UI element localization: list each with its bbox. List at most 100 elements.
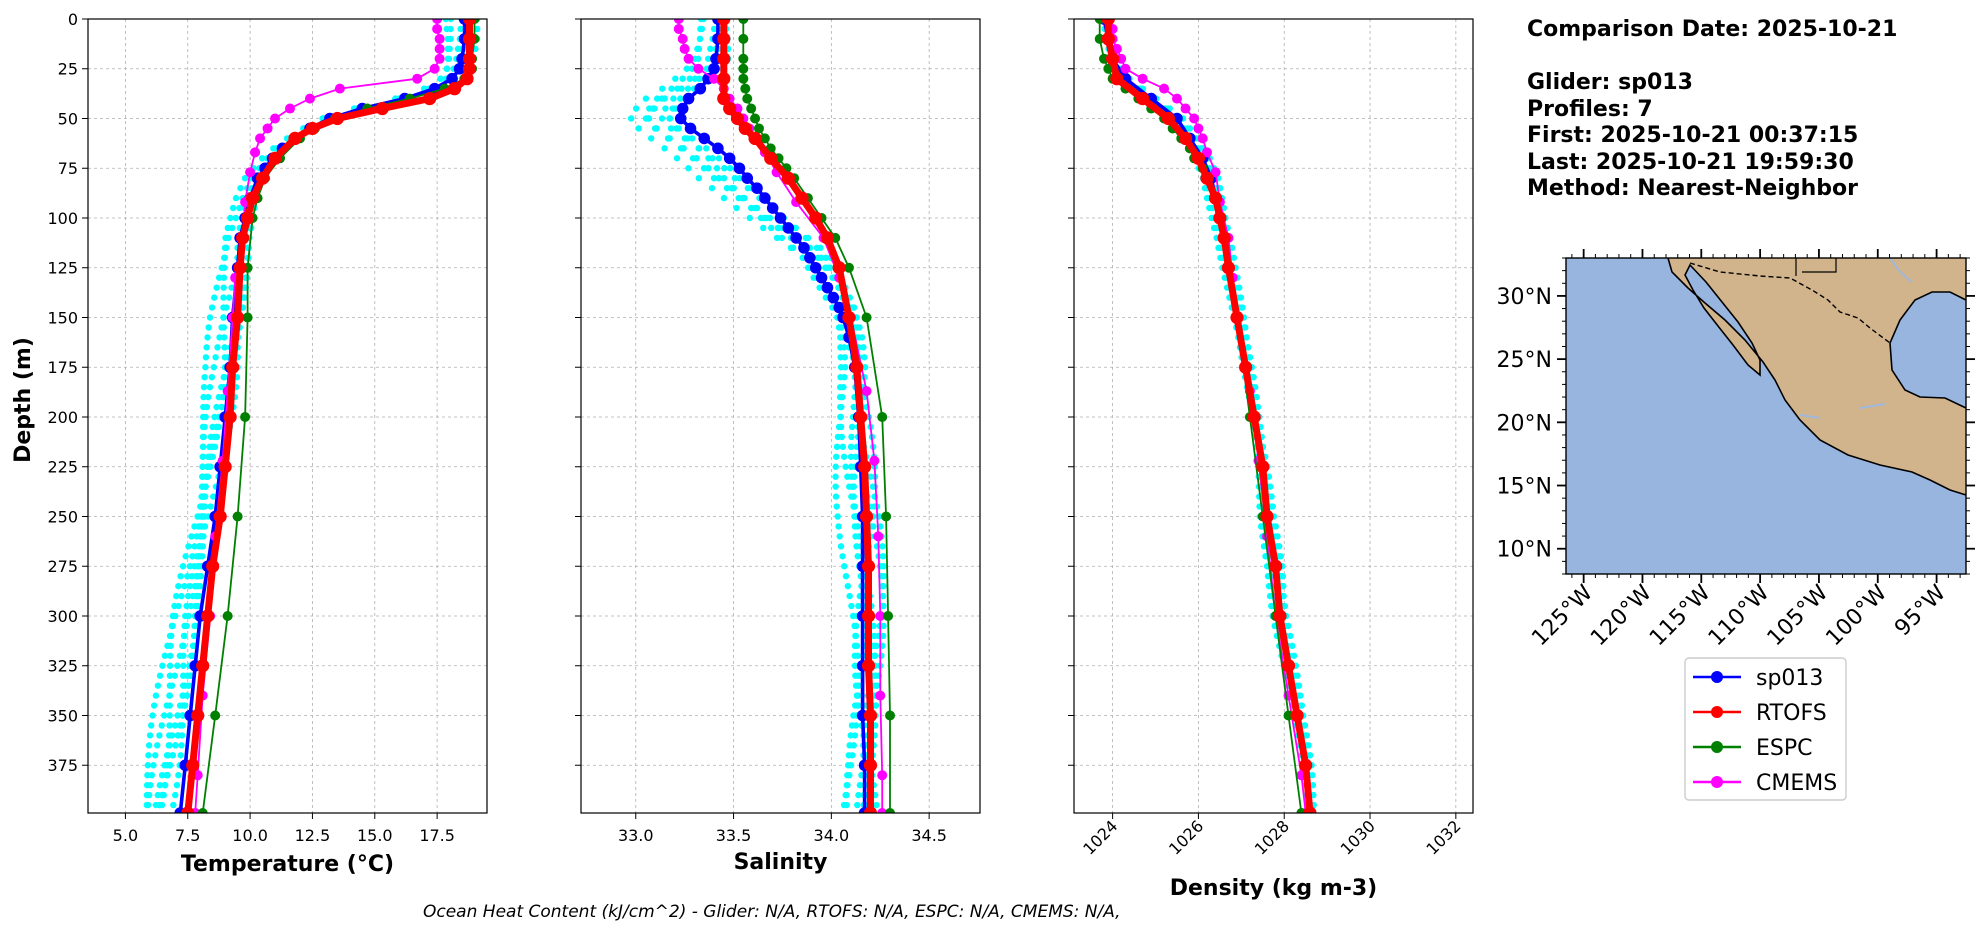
glider-profile-point bbox=[182, 612, 189, 620]
glider-profile-point bbox=[680, 145, 687, 152]
glider-profile-point bbox=[193, 553, 200, 560]
data-point-cmems bbox=[683, 53, 694, 64]
glider-profile-point bbox=[200, 393, 207, 401]
glider-profile-point bbox=[695, 75, 703, 82]
data-point-rtofs bbox=[809, 211, 823, 225]
panel-1: 0 25 50 75 100 125 150 175 200 225 250 275 300 325 350… bbox=[47, 10, 488, 877]
data-point-cmems bbox=[1171, 93, 1182, 104]
glider-profile-point bbox=[144, 771, 151, 779]
x-tick-label: 5.0 bbox=[113, 826, 138, 845]
glider-profile-point bbox=[844, 582, 852, 590]
series-rtofs bbox=[181, 19, 477, 813]
data-point-cmems bbox=[1197, 133, 1208, 144]
data-point-rtofs bbox=[717, 72, 731, 86]
glider-profile-point bbox=[178, 592, 185, 600]
glider-profile-point bbox=[1290, 652, 1298, 659]
data-point-espc bbox=[742, 93, 753, 104]
legend-marker bbox=[1711, 706, 1723, 718]
glider-profile-point bbox=[841, 354, 849, 361]
map-frame bbox=[1565, 257, 1967, 575]
glider-profile-point bbox=[169, 732, 176, 739]
glider-profile-point bbox=[221, 254, 228, 261]
glider-profile-point bbox=[166, 762, 174, 769]
glider-profile-point bbox=[225, 294, 233, 301]
glider-profile-point bbox=[693, 155, 700, 162]
data-point-rtofs bbox=[738, 121, 752, 136]
glider-profile-point bbox=[201, 523, 209, 530]
glider-profile-point bbox=[179, 712, 187, 719]
y-axis-title: Depth (m) bbox=[11, 337, 36, 463]
glider-profile-point bbox=[181, 582, 188, 590]
data-point-sp013 bbox=[674, 112, 687, 125]
data-point-sp013 bbox=[708, 62, 720, 75]
map-lon-label: 120°W bbox=[1586, 580, 1657, 651]
glider-profile-point bbox=[708, 184, 716, 192]
glider-profile-point bbox=[184, 572, 191, 580]
glider-profile-point bbox=[221, 244, 229, 252]
glider-profile-point bbox=[840, 344, 848, 351]
data-point-rtofs bbox=[191, 708, 205, 723]
glider-profile-point bbox=[201, 493, 209, 500]
glider-profile-point bbox=[851, 503, 859, 510]
glider-profile-point bbox=[632, 105, 640, 112]
glider-profile-point bbox=[181, 622, 188, 630]
glider-profile-point bbox=[203, 463, 211, 470]
glider-profile-point bbox=[179, 722, 186, 729]
plot-area bbox=[1094, 19, 1317, 813]
data-point-cmems bbox=[284, 103, 295, 114]
glider-profile-point bbox=[150, 702, 158, 709]
glider-profile-point bbox=[211, 294, 218, 301]
glider-profile-point bbox=[189, 642, 197, 650]
data-point-cmems bbox=[1202, 147, 1212, 158]
glider-profile-point bbox=[194, 513, 201, 520]
data-point-rtofs bbox=[268, 151, 282, 165]
glider-profile-point bbox=[833, 503, 840, 510]
y-tick-label: 150 bbox=[47, 308, 78, 327]
glider-profile-point bbox=[748, 204, 755, 212]
glider-profile-point bbox=[846, 592, 853, 600]
data-point-rtofs bbox=[423, 91, 437, 106]
data-point-cmems bbox=[1159, 83, 1170, 94]
glider-profile-point bbox=[204, 453, 212, 460]
glider-profile-point bbox=[197, 572, 205, 580]
glider-profile-point bbox=[880, 602, 887, 610]
glider-profile-point bbox=[834, 433, 842, 441]
x-tick-label: 1030 bbox=[1337, 816, 1379, 858]
glider-profile-point bbox=[168, 622, 176, 630]
glider-profile-point bbox=[847, 463, 855, 470]
glider-profile-point bbox=[869, 483, 876, 490]
data-point-sp013 bbox=[741, 172, 754, 184]
data-point-sp013 bbox=[712, 142, 724, 155]
glider-profile-point bbox=[817, 244, 824, 252]
glider-profile-point bbox=[853, 642, 861, 650]
glider-profile-point bbox=[156, 781, 164, 789]
x-axis-title: Salinity bbox=[734, 850, 828, 875]
data-point-rtofs bbox=[186, 758, 200, 772]
x-tick-label: 7.5 bbox=[175, 826, 200, 845]
data-point-rtofs bbox=[1161, 111, 1175, 126]
glider-profile-point bbox=[833, 443, 841, 451]
glider-profile-point bbox=[188, 652, 195, 659]
data-point-cmems bbox=[434, 53, 445, 64]
y-tick-label: 200 bbox=[47, 408, 78, 427]
glider-profile-point bbox=[158, 722, 165, 729]
x-tick-label: 17.5 bbox=[419, 826, 455, 845]
map-land bbox=[1668, 258, 1966, 495]
glider-profile-point bbox=[666, 135, 673, 142]
glider-profile-point bbox=[1301, 722, 1308, 729]
glider-profile-point bbox=[224, 224, 231, 232]
glider-profile-point bbox=[873, 801, 880, 809]
glider-profile-point bbox=[166, 662, 174, 669]
glider-profile-point bbox=[196, 582, 204, 590]
x-tick-label: 15.0 bbox=[357, 826, 393, 845]
y-tick-label: 0 bbox=[68, 10, 78, 29]
ocean-heat-content-footer: Ocean Heat Content (kJ/cm^2) - Glider: N… bbox=[423, 902, 1121, 922]
glider-profile-point bbox=[188, 533, 195, 540]
glider-profile-point bbox=[658, 115, 666, 122]
data-point-cmems bbox=[869, 455, 880, 466]
glider-profile-point bbox=[686, 75, 694, 82]
glider-profile-point bbox=[848, 423, 856, 431]
x-tick-label: 33.0 bbox=[618, 826, 654, 845]
series-cmems bbox=[1103, 19, 1311, 813]
glider-profile-point bbox=[1297, 692, 1304, 699]
